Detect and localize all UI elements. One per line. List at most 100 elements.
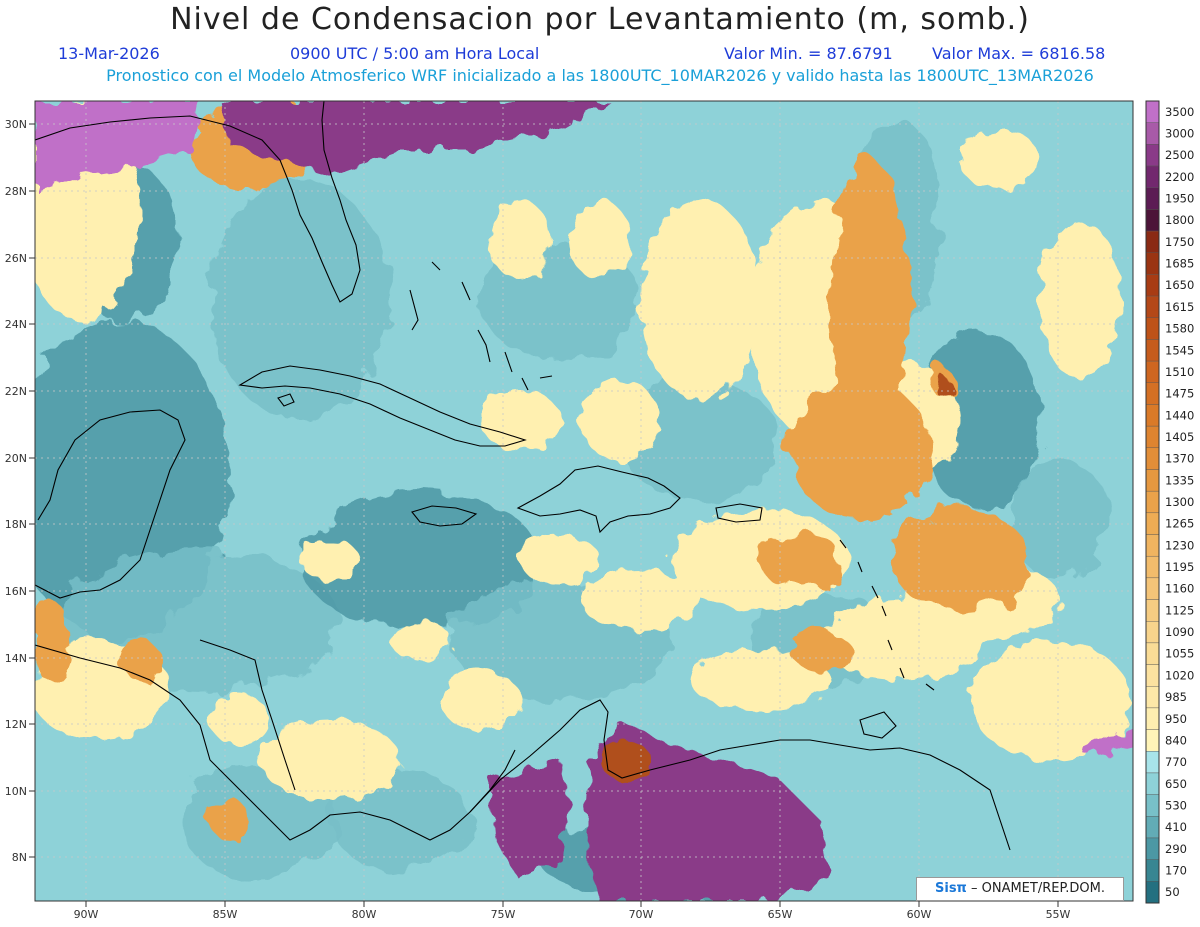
coastlines [35, 101, 1011, 851]
legend-swatch [1145, 686, 1160, 709]
legend-swatch [1145, 577, 1160, 600]
max-value-label: Valor Max. = 6816.58 [932, 44, 1106, 63]
legend-label: 950 [1165, 712, 1187, 726]
lon-label: 60W [907, 908, 932, 921]
map-frame [34, 100, 1134, 902]
legend-swatch [1145, 274, 1160, 297]
legend-label: 2500 [1165, 148, 1194, 162]
lat-label: 16N [5, 585, 27, 598]
legend-label: 1405 [1165, 430, 1194, 444]
legend-label: 1750 [1165, 235, 1194, 249]
lat-label: 26N [5, 252, 27, 265]
legend-swatch [1145, 100, 1160, 123]
legend-swatch [1145, 555, 1160, 579]
forecast-date: 13-Mar-2026 [58, 44, 160, 63]
legend-swatch [1145, 404, 1160, 427]
legend-label: 530 [1165, 798, 1187, 812]
legend-swatch [1145, 252, 1160, 275]
legend-swatch [1145, 837, 1160, 860]
lon-label: 90W [74, 908, 99, 921]
lat-label: 22N [5, 385, 27, 398]
legend-label: 1370 [1165, 452, 1194, 466]
legend-swatch [1145, 707, 1160, 730]
legend-label: 1440 [1165, 408, 1194, 422]
legend-swatch [1145, 425, 1160, 449]
longitude-labels: 90W 85W 80W 75W 70W 65W 60W 55W [74, 908, 1071, 921]
legend-label: 770 [1165, 755, 1187, 769]
model-info-label: Pronostico con el Modelo Atmosferico WRF… [106, 66, 1094, 85]
latitude-labels: 30N 28N 26N 24N 22N 20N 18N 16N 14N 12N 10N 8N [5, 118, 27, 864]
legend-swatch [1145, 382, 1160, 405]
legend-swatch [1145, 360, 1160, 383]
min-value-label: Valor Min. = 87.6791 [724, 44, 893, 63]
color-legend: 3500 3000 2500 2200 1950 1800 1750 1685 1650 1615… [1145, 100, 1194, 904]
legend-label: 3000 [1165, 127, 1194, 141]
legend-label: 1615 [1165, 300, 1194, 314]
legend-swatch [1145, 751, 1160, 774]
legend-label: 1685 [1165, 257, 1194, 271]
legend-swatch [1145, 209, 1160, 232]
legend-label: 1650 [1165, 278, 1194, 292]
legend-swatch [1145, 469, 1160, 492]
credit-org: – ONAMET/REP.DOM. [966, 881, 1105, 896]
lat-label: 24N [5, 318, 27, 331]
legend-label: 840 [1165, 733, 1187, 747]
legend-swatch [1145, 642, 1160, 665]
legend-swatch [1145, 816, 1160, 839]
high-lcl-regions [35, 101, 1133, 901]
legend-swatch [1145, 772, 1160, 795]
legend-swatch [1145, 621, 1160, 644]
lat-label: 10N [5, 785, 27, 798]
lon-label: 70W [629, 908, 654, 921]
legend-label: 1055 [1165, 647, 1194, 661]
legend-swatch [1145, 144, 1160, 167]
lat-label: 8N [12, 851, 27, 864]
forecast-time: 0900 UTC / 5:00 am Hora Local [290, 44, 540, 63]
legend-label: 1090 [1165, 625, 1194, 639]
legend-swatch [1145, 165, 1160, 188]
lon-label: 65W [768, 908, 793, 921]
legend-label: 1265 [1165, 517, 1194, 531]
legend-swatch [1145, 317, 1160, 340]
legend-label: 290 [1165, 842, 1187, 856]
legend-swatch [1145, 512, 1160, 535]
legend-label: 1160 [1165, 582, 1194, 596]
legend-swatch [1145, 664, 1160, 687]
legend-label: 1580 [1165, 322, 1194, 336]
legend-label: 1230 [1165, 538, 1194, 552]
lon-label: 80W [352, 908, 377, 921]
legend-swatch [1145, 187, 1160, 210]
legend-swatch [1145, 881, 1160, 904]
lat-label: 28N [5, 185, 27, 198]
legend-label: 1020 [1165, 668, 1194, 682]
lat-label: 18N [5, 518, 27, 531]
legend-label: 410 [1165, 820, 1187, 834]
legend-label: 650 [1165, 777, 1187, 791]
legend-label: 1545 [1165, 343, 1194, 357]
legend-label: 1950 [1165, 192, 1194, 206]
lat-label: 12N [5, 718, 27, 731]
legend-swatch [1145, 490, 1160, 514]
legend-label: 1335 [1165, 473, 1194, 487]
legend-swatch [1145, 794, 1160, 817]
mid-lcl-regions [35, 101, 1030, 840]
legend-swatch [1145, 122, 1160, 145]
lon-label: 55W [1046, 908, 1071, 921]
legend-swatch [1145, 599, 1160, 622]
legend-label: 1300 [1165, 495, 1194, 509]
lat-label: 14N [5, 652, 27, 665]
legend-swatch [1145, 230, 1160, 253]
legend-swatch [1145, 447, 1160, 470]
legend-label: 985 [1165, 690, 1187, 704]
axis-ticks [29, 123, 1059, 907]
legend-label: 1125 [1165, 603, 1194, 617]
lat-label: 20N [5, 452, 27, 465]
credit-box: Sisπ – ONAMET/REP.DOM. [916, 877, 1124, 901]
legend-label: 1475 [1165, 387, 1194, 401]
lat-label: 30N [5, 118, 27, 131]
legend-swatch [1145, 534, 1160, 557]
lon-label: 85W [213, 908, 238, 921]
legend-swatch [1145, 339, 1160, 362]
legend-label: 170 [1165, 863, 1187, 877]
